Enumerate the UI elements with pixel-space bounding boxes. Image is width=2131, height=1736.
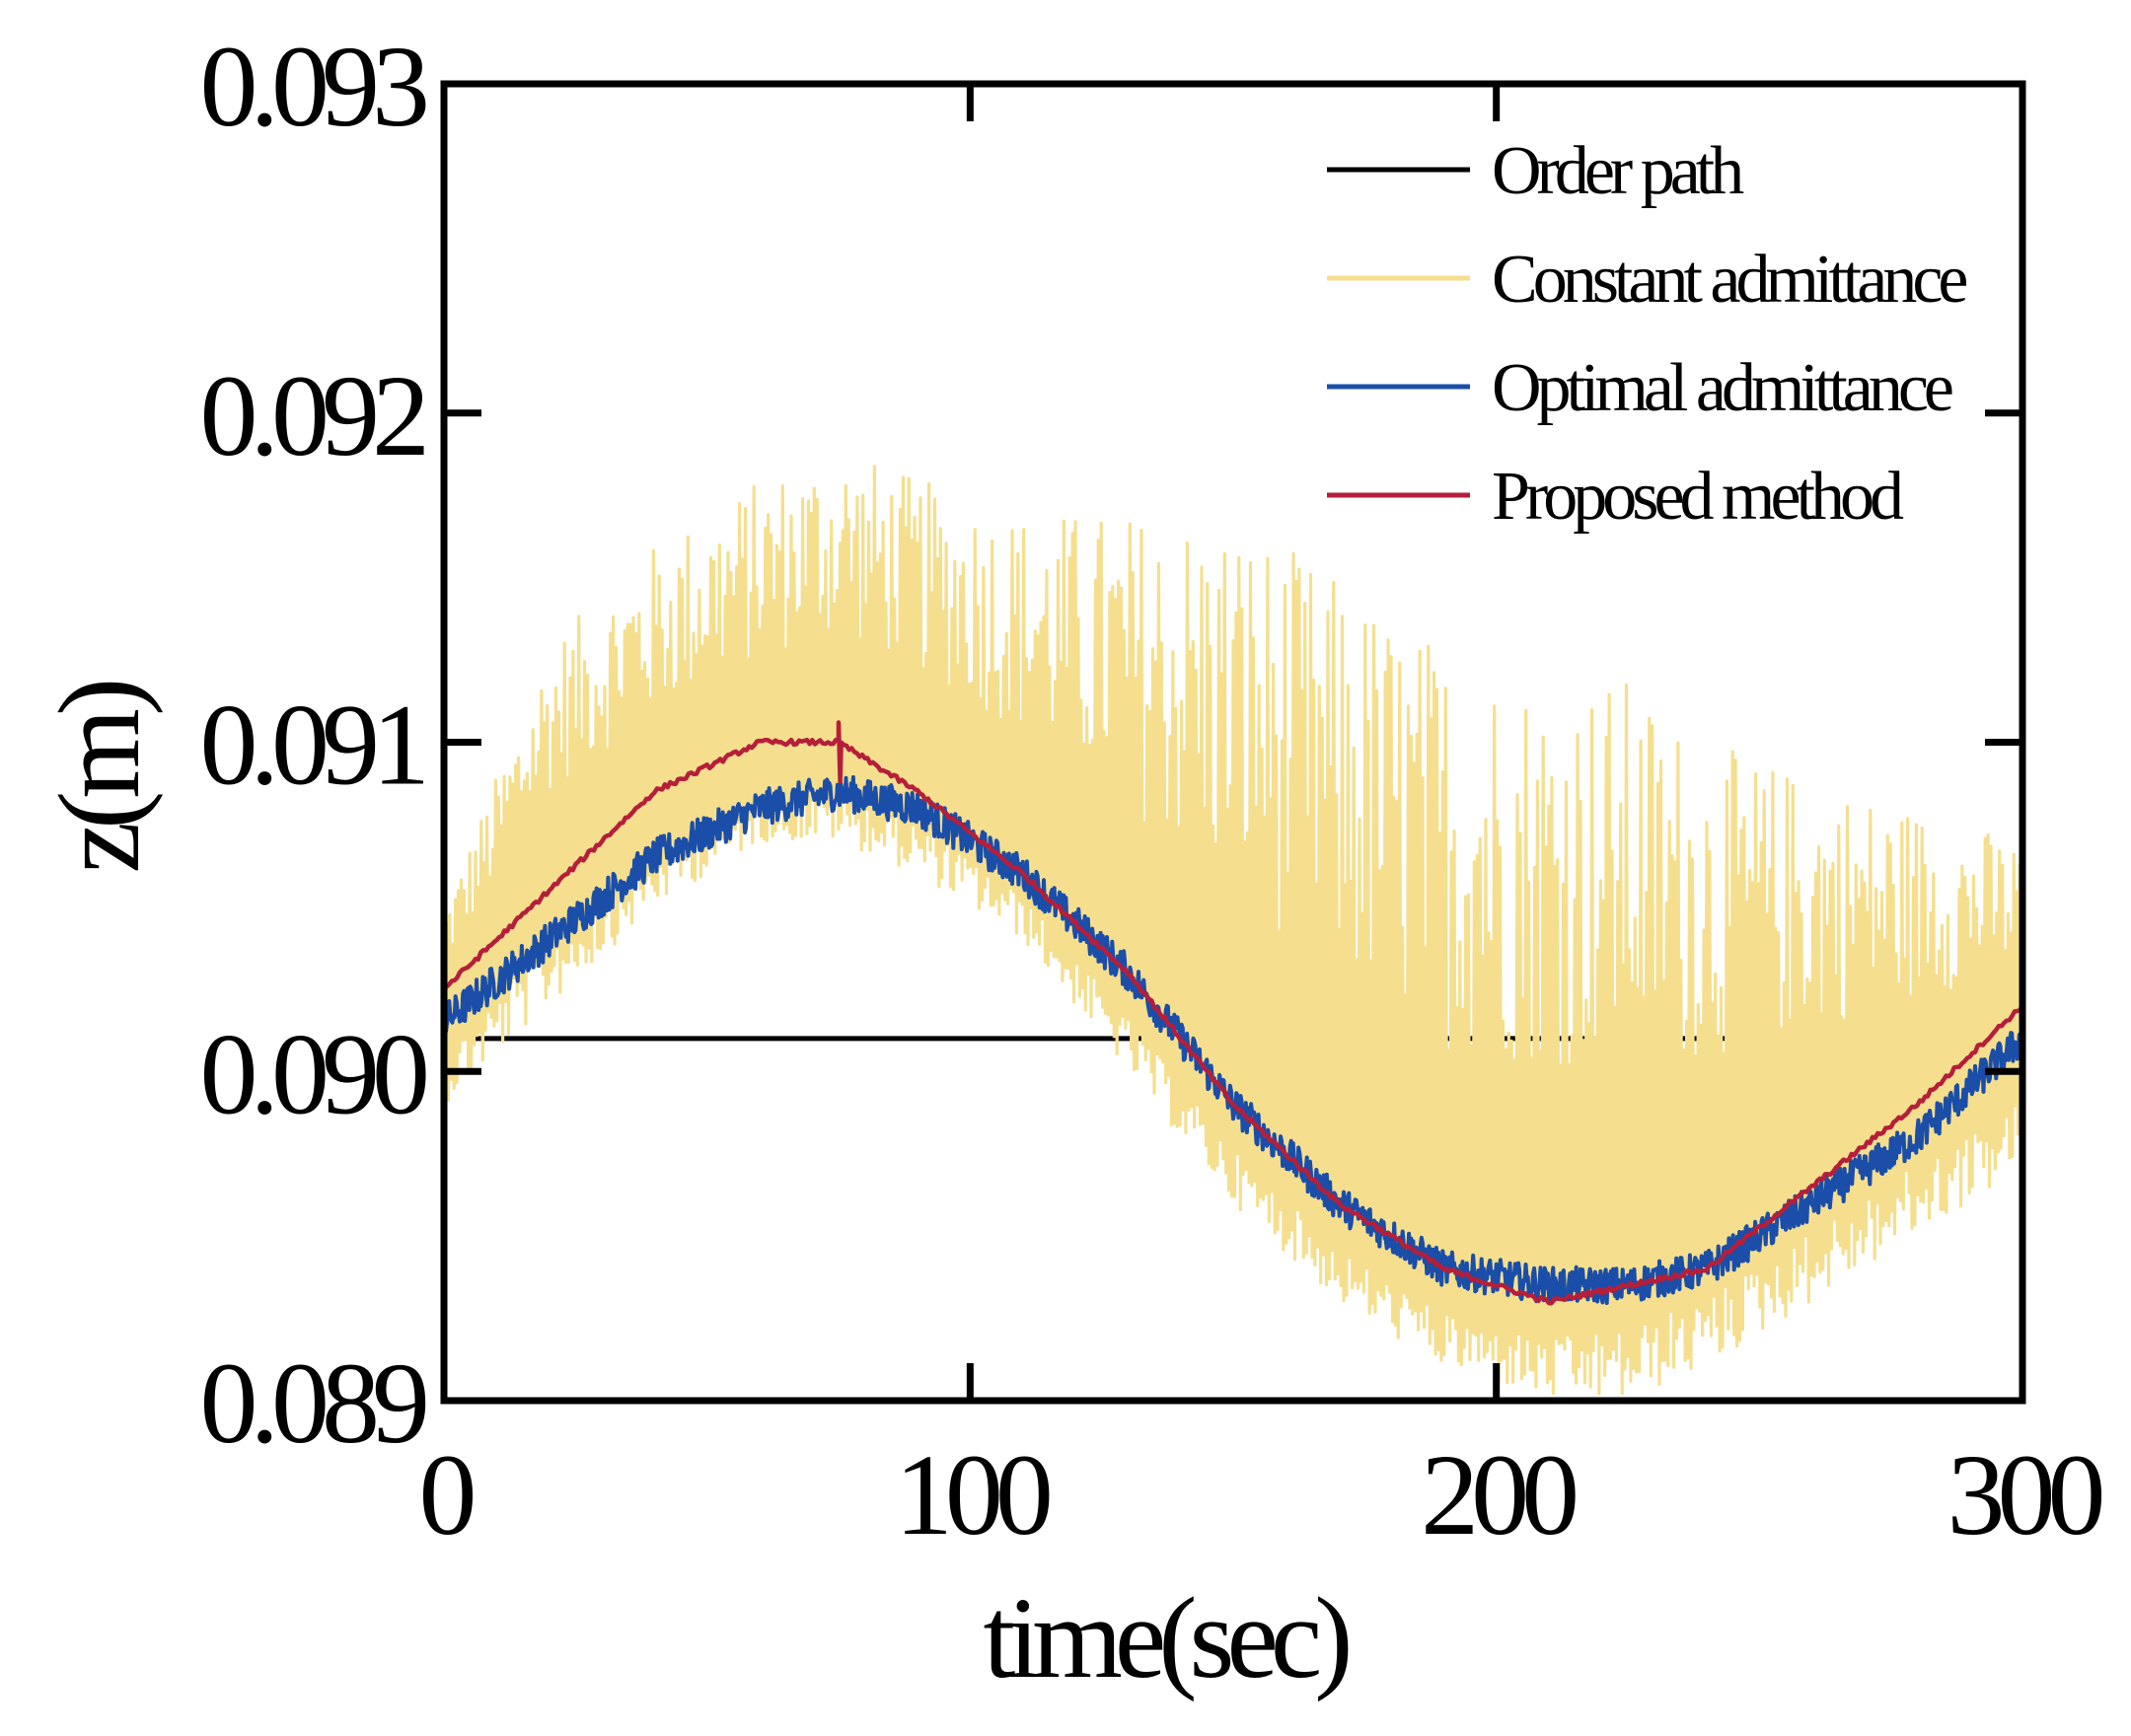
- y-tick-label: 0.090: [200, 1009, 427, 1138]
- x-axis-title: time(sec): [984, 1573, 1350, 1702]
- x-tick-label: 100: [895, 1430, 1050, 1559]
- x-ticks: 0 100 200 300: [419, 84, 2110, 1559]
- series-proposed-method: [442, 720, 2025, 1306]
- y-axis-title: z(m): [35, 682, 164, 873]
- legend: Order path Constant admittance Optimal adm…: [1327, 133, 1971, 535]
- x-tick-label: 0: [419, 1430, 474, 1559]
- y-tick-label: 0.091: [200, 681, 424, 810]
- x-tick-label: 200: [1421, 1430, 1576, 1559]
- y-ticks: 0.089 0.090 0.091 0.092 0.093: [200, 22, 2022, 1468]
- legend-label: Constant admittance: [1492, 242, 1966, 318]
- legend-label: Proposed method: [1492, 459, 1904, 535]
- series-constant-admittance: [442, 465, 2024, 1396]
- y-tick-label: 0.093: [200, 22, 427, 151]
- plot-series: [442, 465, 2025, 1396]
- legend-label: Order path: [1492, 133, 1744, 209]
- y-tick-label: 0.092: [200, 351, 425, 480]
- y-tick-label: 0.089: [200, 1338, 427, 1468]
- series-optimal-admittance: [442, 774, 2024, 1306]
- legend-label: Optimal admittance: [1492, 350, 1952, 426]
- x-tick-label: 300: [1947, 1430, 2102, 1559]
